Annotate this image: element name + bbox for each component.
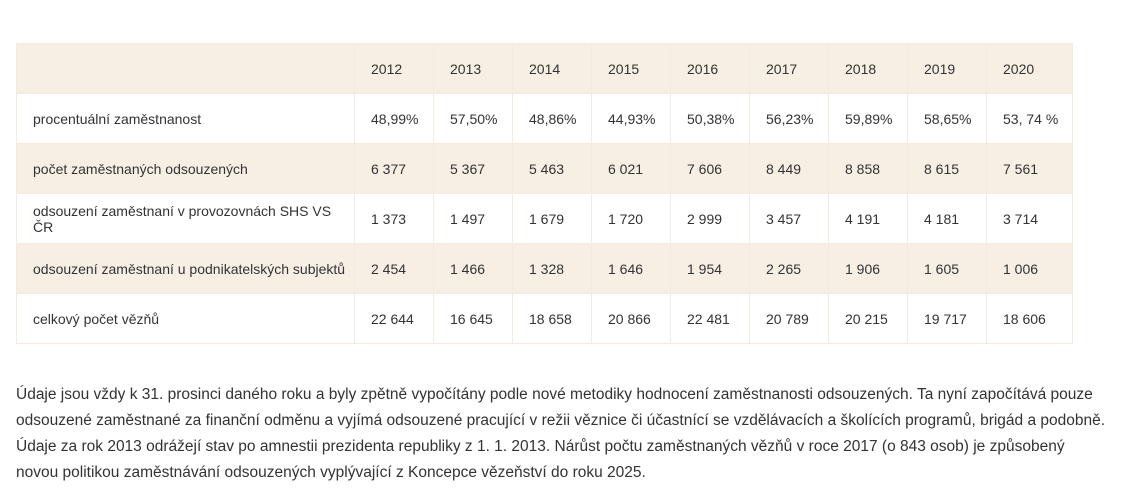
note-line: novou politikou zaměstnávání odsouzených… [16, 464, 646, 481]
cell: 7 561 [986, 143, 1073, 194]
header-cell [16, 43, 355, 94]
note-line: Údaje za rok 2013 odrážejí stav po amnes… [16, 438, 1065, 455]
cell: 1 605 [907, 243, 987, 294]
cell: 8 615 [907, 143, 987, 194]
table-row: odsouzení zaměstnaní v provozovnách SHS … [16, 193, 1073, 244]
cell: 58,65% [907, 93, 987, 144]
cell: 1 906 [828, 243, 908, 294]
cell: 8 858 [828, 143, 908, 194]
cell: 16 645 [433, 293, 513, 344]
year-header: 2013 [433, 43, 513, 94]
cell: 1 954 [670, 243, 750, 294]
cell: 4 181 [907, 193, 987, 244]
cell: 59,89% [828, 93, 908, 144]
year-header: 2020 [986, 43, 1073, 94]
cell: 53, 74 % [986, 93, 1073, 144]
cell: 4 191 [828, 193, 908, 244]
cell: 1 373 [354, 193, 434, 244]
cell: 48,86% [512, 93, 592, 144]
cell: 20 789 [749, 293, 829, 344]
cell: 5 367 [433, 143, 513, 194]
row-label: počet zaměstnaných odsouzených [16, 143, 355, 194]
row-label: celkový počet vězňů [16, 293, 355, 344]
table-row: procentuální zaměstnanost 48,99% 57,50% 48,… [16, 93, 1073, 144]
row-label: odsouzení zaměstnaní v provozovnách SHS … [16, 193, 355, 244]
year-header: 2015 [591, 43, 671, 94]
cell: 6 377 [354, 143, 434, 194]
cell: 18 606 [986, 293, 1073, 344]
year-header: 2012 [354, 43, 434, 94]
year-header: 2017 [749, 43, 829, 94]
employment-table: 2012 2013 2014 2015 2016 2017 2018 2019 2020 proc… [16, 43, 1073, 344]
cell: 5 463 [512, 143, 592, 194]
cell: 22 644 [354, 293, 434, 344]
cell: 1 497 [433, 193, 513, 244]
table-row: celkový počet vězňů 22 644 16 645 18 658 20 … [16, 293, 1073, 344]
note-line: Údaje jsou vždy k 31. prosinci daného ro… [16, 386, 1093, 403]
cell: 44,93% [591, 93, 671, 144]
cell: 3 457 [749, 193, 829, 244]
cell: 1 006 [986, 243, 1073, 294]
cell: 1 328 [512, 243, 592, 294]
cell: 1 466 [433, 243, 513, 294]
cell: 22 481 [670, 293, 750, 344]
cell: 57,50% [433, 93, 513, 144]
header-row: 2012 2013 2014 2015 2016 2017 2018 2019 2020 [16, 43, 1073, 94]
cell: 19 717 [907, 293, 987, 344]
year-header: 2014 [512, 43, 592, 94]
cell: 2 454 [354, 243, 434, 294]
cell: 1 646 [591, 243, 671, 294]
row-label: procentuální zaměstnanost [16, 93, 355, 144]
cell: 18 658 [512, 293, 592, 344]
note: Údaje jsou vždy k 31. prosinci daného ro… [16, 382, 1105, 486]
year-header: 2018 [828, 43, 908, 94]
cell: 2 999 [670, 193, 750, 244]
cell: 20 215 [828, 293, 908, 344]
table-row: počet zaměstnaných odsouzených 6 377 5 367… [16, 143, 1073, 194]
cell: 7 606 [670, 143, 750, 194]
cell: 20 866 [591, 293, 671, 344]
cell: 3 714 [986, 193, 1073, 244]
cell: 1 720 [591, 193, 671, 244]
cell: 2 265 [749, 243, 829, 294]
year-header: 2016 [670, 43, 750, 94]
cell: 48,99% [354, 93, 434, 144]
cell: 56,23% [749, 93, 829, 144]
cell: 1 679 [512, 193, 592, 244]
table-row: odsouzení zaměstnaní u podnikatelských s… [16, 243, 1073, 294]
note-line: odsouzené zaměstnané za finanční odměnu … [16, 412, 1106, 429]
row-label: odsouzení zaměstnaní u podnikatelských s… [16, 243, 355, 294]
cell: 6 021 [591, 143, 671, 194]
cell: 8 449 [749, 143, 829, 194]
year-header: 2019 [907, 43, 987, 94]
cell: 50,38% [670, 93, 750, 144]
